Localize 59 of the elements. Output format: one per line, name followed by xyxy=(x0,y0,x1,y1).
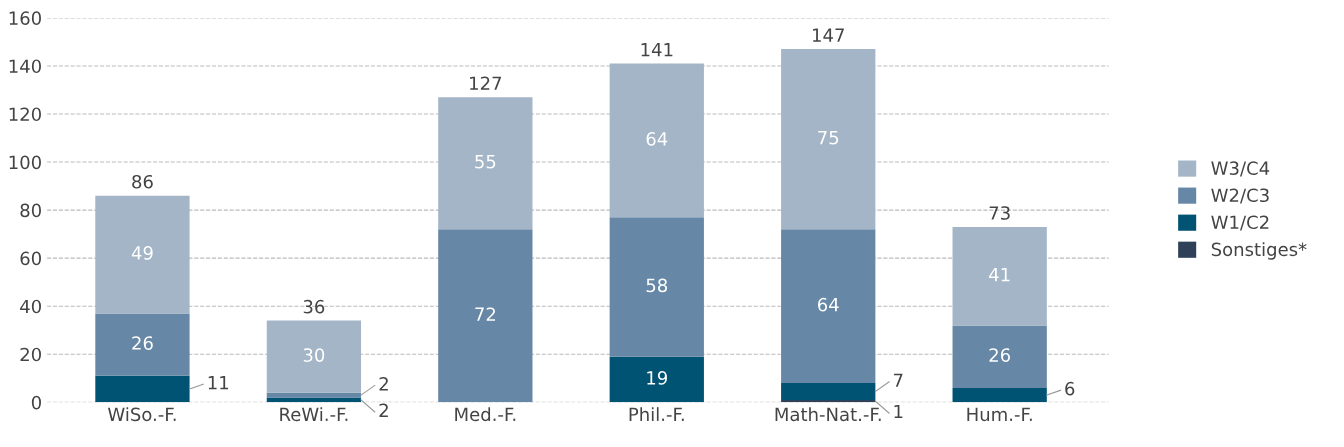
total-label: 147 xyxy=(812,28,844,42)
bar xyxy=(438,97,533,230)
data-label: 11 xyxy=(208,376,229,390)
data-label: 2 xyxy=(379,377,388,391)
y-tick-label: 20 xyxy=(20,347,41,362)
y-tick-label: 0 xyxy=(31,395,41,410)
data-label: 1 xyxy=(894,404,903,419)
y-tick-label: 140 xyxy=(9,59,41,74)
bar xyxy=(952,226,1047,326)
y-tick-label: 40 xyxy=(20,299,41,314)
total-label: 127 xyxy=(470,76,502,90)
x-tick-label: ReWi.-F. xyxy=(280,407,348,422)
data-label: 30 xyxy=(303,348,325,362)
data-label: 26 xyxy=(132,336,153,350)
legend-label: Sonstiges* xyxy=(1211,242,1307,260)
bar xyxy=(781,49,876,230)
bar xyxy=(95,313,190,376)
total-label: 73 xyxy=(989,206,1010,220)
data-label: 19 xyxy=(647,371,667,385)
bar xyxy=(781,229,876,384)
data-label: 72 xyxy=(475,307,496,321)
x-tick-label: Math-Nat.-F. xyxy=(775,407,881,422)
bar xyxy=(438,229,533,403)
bar xyxy=(781,383,876,400)
bar xyxy=(609,63,704,218)
x-tick-label: Hum.-F. xyxy=(967,407,1032,422)
x-tick-label: Med.-F. xyxy=(455,407,516,422)
y-tick-label: 80 xyxy=(20,203,41,218)
y-tick-label: 60 xyxy=(20,251,41,266)
legend-label: W3/C4 xyxy=(1211,161,1270,177)
data-label: 41 xyxy=(989,267,1010,282)
bar xyxy=(609,217,704,357)
data-label: 26 xyxy=(989,348,1011,362)
bar xyxy=(95,375,190,403)
data-label: 64 xyxy=(646,132,668,146)
y-tick-label: 120 xyxy=(9,107,41,122)
data-label: 64 xyxy=(818,297,839,312)
legend-label: W2/C3 xyxy=(1211,188,1269,204)
data-label: 2 xyxy=(379,403,388,417)
bar xyxy=(266,320,362,393)
y-tick-label: 160 xyxy=(9,11,41,25)
bar xyxy=(952,325,1047,388)
total-label: 36 xyxy=(303,299,325,314)
x-tick-label: WiSo.-F. xyxy=(107,407,176,422)
total-label: 86 xyxy=(132,174,153,189)
legend-label: W1/C2 xyxy=(1211,215,1269,231)
data-label: 55 xyxy=(475,155,496,169)
bar xyxy=(266,397,362,403)
bar xyxy=(609,356,704,403)
bar xyxy=(952,387,1047,403)
data-label: 7 xyxy=(894,373,903,387)
data-label: 6 xyxy=(1065,381,1075,396)
x-tick-label: Phil.-F. xyxy=(629,407,684,421)
y-tick-label: 100 xyxy=(9,155,41,170)
data-label: 49 xyxy=(131,246,153,260)
total-label: 141 xyxy=(641,43,673,57)
data-label: 58 xyxy=(646,278,668,293)
bar xyxy=(95,195,190,314)
data-label: 75 xyxy=(818,131,839,145)
